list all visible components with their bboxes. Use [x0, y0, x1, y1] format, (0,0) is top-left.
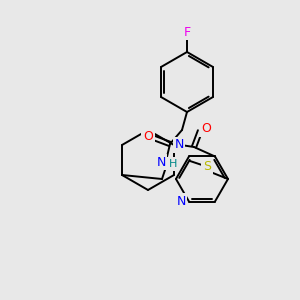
Text: N: N — [176, 195, 186, 208]
Text: N: N — [156, 155, 166, 169]
Text: H: H — [169, 159, 177, 169]
Text: N: N — [174, 139, 184, 152]
Text: F: F — [183, 26, 190, 38]
Text: O: O — [143, 130, 153, 143]
Text: O: O — [201, 122, 211, 136]
Text: S: S — [203, 160, 211, 172]
